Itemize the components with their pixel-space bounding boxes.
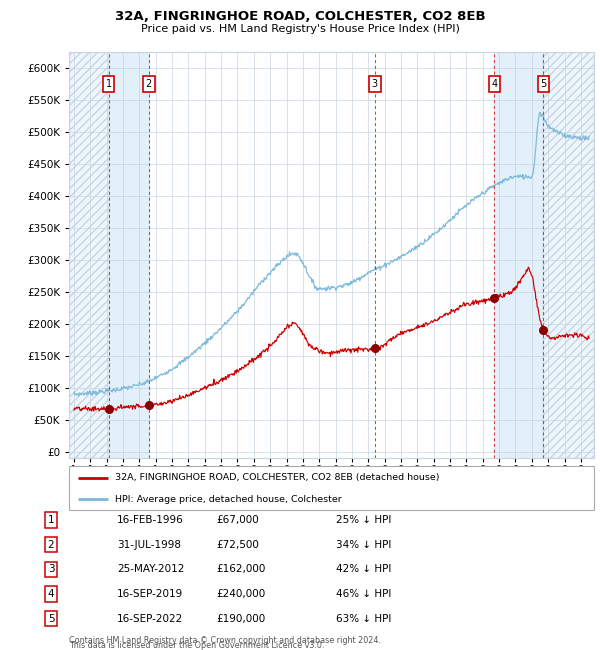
Text: 5: 5 xyxy=(47,614,55,624)
Text: 46% ↓ HPI: 46% ↓ HPI xyxy=(336,589,391,599)
Text: £240,000: £240,000 xyxy=(216,589,265,599)
Text: 1: 1 xyxy=(106,79,112,89)
Text: 1: 1 xyxy=(47,515,55,525)
Bar xyxy=(69,52,109,458)
Text: 32A, FINGRINGHOE ROAD, COLCHESTER, CO2 8EB (detached house): 32A, FINGRINGHOE ROAD, COLCHESTER, CO2 8… xyxy=(115,473,440,482)
Bar xyxy=(69,52,109,458)
Text: 25-MAY-2012: 25-MAY-2012 xyxy=(117,564,184,575)
Text: £67,000: £67,000 xyxy=(216,515,259,525)
Bar xyxy=(544,52,594,458)
Bar xyxy=(544,52,594,458)
Text: This data is licensed under the Open Government Licence v3.0.: This data is licensed under the Open Gov… xyxy=(69,641,325,650)
Text: 3: 3 xyxy=(47,564,55,575)
Text: Price paid vs. HM Land Registry's House Price Index (HPI): Price paid vs. HM Land Registry's House … xyxy=(140,24,460,34)
FancyBboxPatch shape xyxy=(69,466,594,510)
Text: HPI: Average price, detached house, Colchester: HPI: Average price, detached house, Colc… xyxy=(115,495,342,504)
Text: 4: 4 xyxy=(47,589,55,599)
Text: 32A, FINGRINGHOE ROAD, COLCHESTER, CO2 8EB: 32A, FINGRINGHOE ROAD, COLCHESTER, CO2 8… xyxy=(115,10,485,23)
Bar xyxy=(494,52,544,458)
Text: 2: 2 xyxy=(47,540,55,550)
Text: 34% ↓ HPI: 34% ↓ HPI xyxy=(336,540,391,550)
Text: 42% ↓ HPI: 42% ↓ HPI xyxy=(336,564,391,575)
Text: 3: 3 xyxy=(372,79,378,89)
Text: 5: 5 xyxy=(541,79,547,89)
Text: Contains HM Land Registry data © Crown copyright and database right 2024.: Contains HM Land Registry data © Crown c… xyxy=(69,636,381,645)
Text: £162,000: £162,000 xyxy=(216,564,265,575)
Text: 31-JUL-1998: 31-JUL-1998 xyxy=(117,540,181,550)
Text: 16-FEB-1996: 16-FEB-1996 xyxy=(117,515,184,525)
Text: 16-SEP-2019: 16-SEP-2019 xyxy=(117,589,183,599)
Text: 4: 4 xyxy=(491,79,497,89)
Text: £72,500: £72,500 xyxy=(216,540,259,550)
Text: 63% ↓ HPI: 63% ↓ HPI xyxy=(336,614,391,624)
Text: 16-SEP-2022: 16-SEP-2022 xyxy=(117,614,183,624)
Bar xyxy=(109,52,149,458)
Text: 25% ↓ HPI: 25% ↓ HPI xyxy=(336,515,391,525)
Text: 2: 2 xyxy=(146,79,152,89)
Text: £190,000: £190,000 xyxy=(216,614,265,624)
